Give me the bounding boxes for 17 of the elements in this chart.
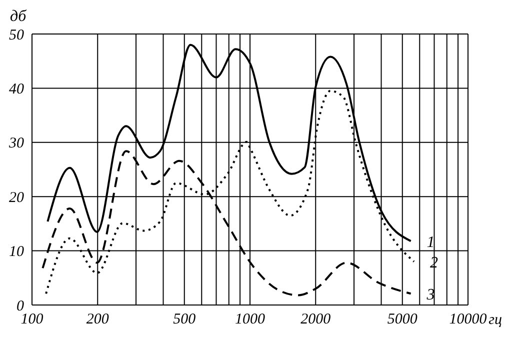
series-label: 1 xyxy=(426,234,435,252)
y-tick-label: 30 xyxy=(8,136,24,152)
x-tick-label: 5000 xyxy=(387,312,418,328)
series-label: 3 xyxy=(426,286,435,304)
y-tick-label: 20 xyxy=(9,190,24,206)
x-tick-label: 2000 xyxy=(300,312,332,328)
x-tick-label: 500 xyxy=(173,312,196,328)
y-axis-title: дб xyxy=(10,8,26,26)
y-tick-label: 0 xyxy=(16,298,24,314)
x-tick-label: 200 xyxy=(86,312,110,328)
x-tick-label: 1000 xyxy=(235,312,266,328)
y-tick-label: 40 xyxy=(9,82,24,98)
x-tick-label: 10000 xyxy=(449,312,488,328)
x-tick-label: 100 xyxy=(20,312,44,328)
x-axis-title: гц xyxy=(488,312,502,329)
y-tick-label: 10 xyxy=(9,244,24,260)
y-tick-label: 50 xyxy=(9,27,24,44)
